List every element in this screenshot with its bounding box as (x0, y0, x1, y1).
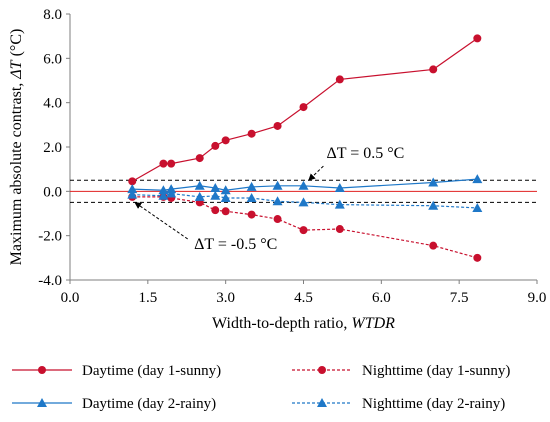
data-point (246, 181, 257, 191)
data-point (37, 398, 47, 407)
data-point (127, 189, 138, 199)
legend-item: Nighttime (day 1-sunny) (292, 363, 510, 379)
data-point (428, 177, 439, 187)
x-tick-label: 3.0 (216, 290, 235, 306)
data-point (298, 180, 309, 190)
data-point (221, 136, 230, 145)
y-axis-title: Maximum absolute contrast, ΔT (°C) (8, 29, 25, 266)
data-point (246, 192, 257, 202)
data-point (167, 159, 176, 168)
data-point (159, 159, 168, 168)
legend-label: Daytime (day 2-rainy) (82, 396, 216, 412)
x-axis-title: Width-to-depth ratio, WTDR (212, 315, 395, 332)
data-point (317, 398, 327, 407)
series-1 (128, 34, 482, 186)
data-point (429, 241, 438, 250)
x-tick-label: 4.5 (294, 290, 313, 306)
data-point (428, 200, 439, 210)
data-point (272, 196, 283, 206)
data-point (158, 185, 169, 195)
data-point (194, 191, 205, 201)
data-point (272, 180, 283, 190)
data-point (335, 75, 344, 84)
data-point (335, 225, 344, 234)
annotations: ΔT = 0.5 °C ΔT = -0.5 °C (134, 145, 404, 253)
y-tick-label: 6.0 (43, 51, 62, 67)
data-point (298, 197, 309, 207)
data-point (210, 183, 221, 193)
y-tick-label: 2.0 (43, 140, 62, 156)
data-point (299, 103, 308, 112)
x-tick-label: 9.0 (528, 290, 547, 306)
data-point (158, 190, 169, 200)
data-point (166, 188, 177, 198)
x-tick-label: 6.0 (372, 290, 391, 306)
data-point (334, 199, 345, 209)
series-3 (127, 174, 483, 195)
data-point (38, 366, 46, 374)
data-point (211, 206, 220, 215)
y-tick-label: 8.0 (43, 7, 62, 23)
annotation-arrow (308, 165, 324, 181)
x-tick-label: 1.5 (138, 290, 157, 306)
data-point (318, 366, 326, 374)
data-point (473, 34, 482, 43)
legend-label: Daytime (day 1-sunny) (82, 363, 221, 379)
y-tick-label: -2.0 (38, 229, 62, 245)
series-4 (127, 188, 483, 212)
y-axis-title-italic: ΔT (8, 59, 25, 79)
annotation-label: ΔT = -0.5 °C (194, 236, 277, 253)
data-point (273, 121, 282, 130)
data-point (128, 177, 137, 186)
data-point (220, 192, 231, 202)
data-point (472, 202, 483, 212)
y-tick-label: 4.0 (43, 96, 62, 112)
legend-item: Daytime (day 2-rainy) (12, 396, 216, 412)
annotation-label: ΔT = 0.5 °C (326, 145, 404, 162)
data-point (429, 65, 438, 74)
y-tick-label: -4.0 (38, 273, 62, 289)
y-tick-label: 0.0 (43, 184, 62, 200)
legend-item: Daytime (day 1-sunny) (12, 363, 221, 379)
data-point (247, 129, 256, 138)
data-point (334, 183, 345, 193)
data-point (211, 141, 220, 150)
data-point (127, 184, 138, 194)
data-point (195, 154, 204, 163)
axes: -4.0 -2.0 0.0 2.0 4.0 6.0 8.0 0.0 1.5 3.0 4.5 6.0 7.… (8, 7, 546, 332)
y-axis-title-text: Maximum absolute contrast, (8, 79, 25, 266)
data-point (220, 185, 231, 195)
y-axis-title-unit: (°C) (8, 29, 25, 61)
data-point (299, 226, 308, 235)
data-point (194, 180, 205, 190)
x-tick-label: 0.0 (61, 290, 80, 306)
series-group (127, 34, 483, 262)
data-point (210, 190, 221, 200)
annotation-arrow (134, 202, 188, 240)
data-point (247, 210, 256, 219)
data-point (472, 174, 483, 184)
data-point (473, 253, 482, 262)
legend-label: Nighttime (day 1-sunny) (362, 363, 510, 379)
legend-label: Nighttime (day 2-rainy) (362, 396, 505, 412)
x-axis-title-italic: WTDR (351, 315, 395, 332)
legend-item: Nighttime (day 2-rainy) (292, 396, 505, 412)
legend: Daytime (day 1-sunny) Nighttime (day 1-su… (12, 363, 510, 412)
x-axis-title-text: Width-to-depth ratio, (212, 315, 351, 332)
data-point (273, 215, 282, 224)
x-tick-label: 7.5 (450, 290, 469, 306)
data-point (221, 207, 230, 216)
